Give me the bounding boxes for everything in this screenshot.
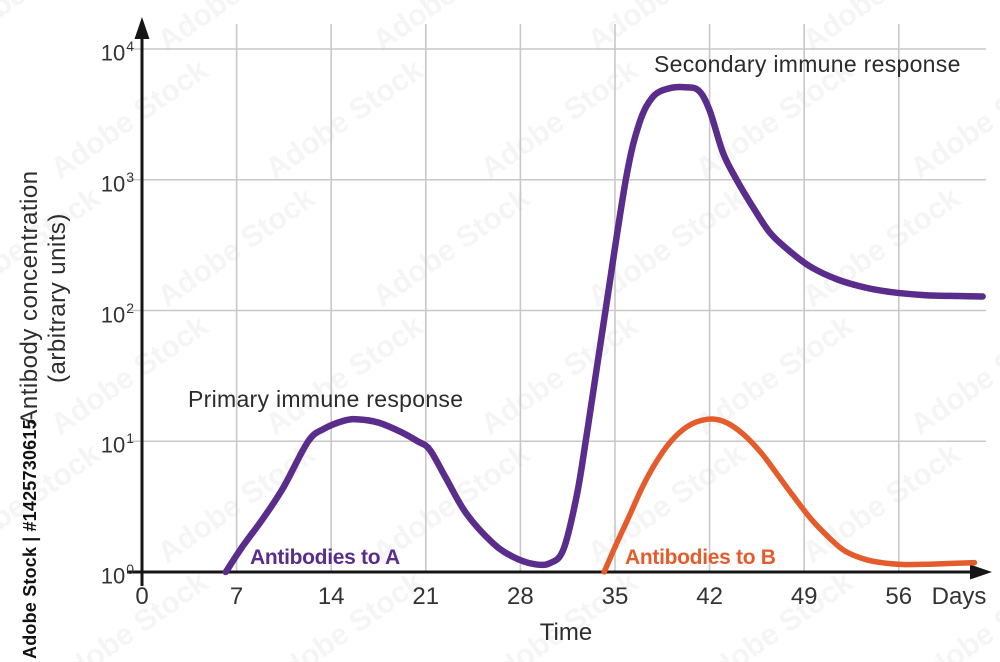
y-axis-title-line2: (arbitrary units) [44, 213, 71, 383]
adobe-stock-id-watermark: Adobe Stock | #1425730615 [20, 419, 41, 659]
y-tick-label-10e4: 104 [100, 38, 134, 66]
y-tick-label-10e1: 101 [100, 430, 134, 458]
x-tick-label-14: 14 [317, 583, 345, 610]
x-tick-label-56: 56 [885, 583, 913, 610]
x-tick-label-35: 35 [601, 583, 629, 610]
series-a-curve [222, 83, 986, 576]
x-tick-label-0: 0 [135, 583, 149, 610]
x-tick-label-49: 49 [790, 583, 818, 610]
adobe-stock-brand-text: Adobe Stock [20, 546, 40, 659]
series-b-curve-label: Antibodies to B [625, 546, 776, 569]
y-tick-label-10e0: 100 [100, 561, 134, 589]
secondary-response-annotation: Secondary immune response [654, 51, 961, 77]
y-tick-label-10e3: 103 [100, 168, 134, 197]
watermark-id-number: #1425730615 [20, 419, 40, 532]
x-axis-unit-label: Days [931, 583, 987, 610]
primary-response-annotation: Primary immune response [188, 386, 464, 412]
x-tick-label-28: 28 [507, 583, 534, 610]
x-tick-label-7: 7 [229, 583, 244, 610]
y-axis-arrowhead [134, 17, 150, 39]
watermark-separator: | [20, 536, 40, 542]
x-tick-label-21: 21 [412, 583, 440, 610]
x-tick-label-42: 42 [696, 583, 723, 610]
x-axis-title: Time [539, 619, 593, 646]
series-a-curve-label: Antibodies to A [250, 546, 400, 569]
x-axis-arrowhead [970, 564, 992, 580]
series-b-curve [601, 416, 978, 575]
y-tick-label-10e2: 102 [100, 299, 134, 327]
